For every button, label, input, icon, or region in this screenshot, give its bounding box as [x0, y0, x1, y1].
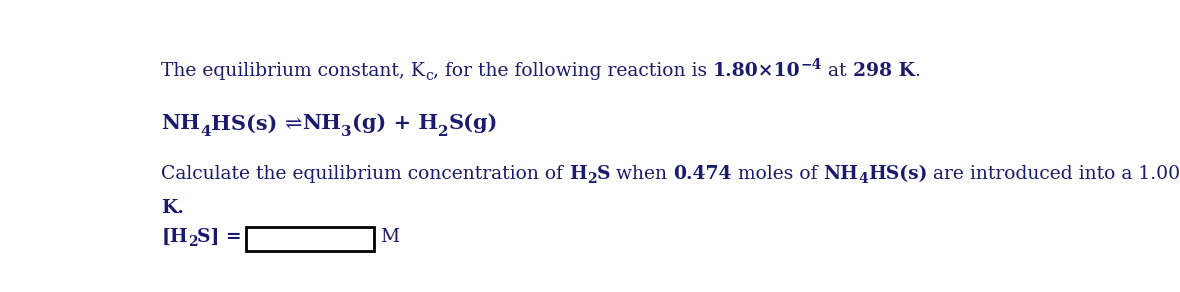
Text: S(g): S(g)	[448, 114, 498, 133]
Text: 4: 4	[858, 172, 867, 186]
Text: HS(s): HS(s)	[211, 114, 284, 133]
Text: moles of: moles of	[732, 165, 824, 183]
Text: HS(s): HS(s)	[867, 165, 927, 183]
Text: 298 K: 298 K	[853, 62, 914, 79]
Text: when: when	[610, 165, 673, 183]
Text: 3: 3	[341, 126, 352, 139]
Text: S] =: S] =	[197, 228, 242, 246]
Text: at: at	[822, 62, 853, 79]
Text: 0.474: 0.474	[673, 165, 732, 183]
Text: Calculate the equilibrium concentration of: Calculate the equilibrium concentration …	[162, 165, 569, 183]
Text: [H: [H	[162, 228, 188, 246]
Text: K.: K.	[162, 199, 184, 217]
Text: −4: −4	[801, 58, 822, 72]
Text: 4: 4	[201, 126, 211, 139]
Text: 2: 2	[188, 235, 197, 249]
Text: 1.80×10: 1.80×10	[713, 62, 801, 79]
Text: (g) + H: (g) + H	[352, 114, 438, 133]
Text: 2: 2	[438, 126, 448, 139]
Text: NH: NH	[162, 114, 201, 133]
Text: H: H	[569, 165, 586, 183]
Bar	[247, 227, 374, 251]
Text: c: c	[425, 69, 433, 83]
Text: S: S	[597, 165, 610, 183]
Text: .: .	[914, 62, 920, 79]
Text: 2: 2	[586, 172, 597, 186]
Text: The equilibrium constant, K: The equilibrium constant, K	[162, 62, 425, 79]
Text: , for the following reaction is: , for the following reaction is	[433, 62, 713, 79]
Text: ⇌: ⇌	[284, 114, 302, 133]
Text: NH: NH	[302, 114, 341, 133]
Text: are introduced into a 1.00 L vessel at: are introduced into a 1.00 L vessel at	[927, 165, 1180, 183]
Text: M: M	[380, 228, 399, 246]
Text: NH: NH	[824, 165, 858, 183]
